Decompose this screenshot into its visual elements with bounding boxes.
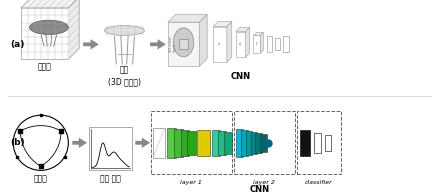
- Bar: [178, 39, 188, 49]
- Text: f1: f1: [255, 42, 258, 46]
- Text: layer 1: layer 1: [180, 180, 202, 185]
- Text: 복셀
(3D 이미지): 복셀 (3D 이미지): [108, 66, 141, 86]
- Ellipse shape: [104, 26, 144, 36]
- Text: layer 2: layer 2: [253, 180, 275, 185]
- Text: c2: c2: [239, 42, 242, 46]
- Polygon shape: [167, 14, 207, 22]
- Bar: [253, 36, 260, 53]
- Polygon shape: [253, 33, 263, 36]
- Polygon shape: [72, 138, 87, 148]
- Bar: [255, 133, 262, 153]
- Bar: [275, 38, 279, 50]
- Bar: [250, 132, 257, 154]
- Text: c1: c1: [218, 42, 221, 46]
- Polygon shape: [83, 39, 99, 49]
- Polygon shape: [135, 138, 150, 148]
- Polygon shape: [150, 39, 166, 49]
- Text: (a): (a): [10, 40, 25, 49]
- Polygon shape: [68, 0, 79, 59]
- Bar: [245, 131, 252, 155]
- Bar: [235, 129, 242, 157]
- Bar: [218, 131, 226, 155]
- Bar: [21, 8, 68, 59]
- Bar: [267, 36, 272, 52]
- Bar: [180, 130, 189, 156]
- Bar: [260, 134, 267, 152]
- Polygon shape: [226, 22, 231, 62]
- Bar: [153, 128, 165, 158]
- Text: classifier: classifier: [304, 180, 332, 185]
- Bar: [235, 31, 245, 57]
- Polygon shape: [235, 28, 249, 31]
- Text: 형상 분포: 형상 분포: [100, 175, 121, 184]
- Bar: [299, 130, 309, 156]
- Bar: [313, 133, 321, 153]
- Bar: [167, 22, 199, 67]
- Bar: [89, 127, 132, 170]
- Polygon shape: [245, 28, 249, 57]
- Bar: [197, 130, 210, 156]
- Bar: [240, 130, 247, 156]
- Polygon shape: [21, 0, 79, 8]
- Bar: [212, 27, 226, 62]
- Text: 샘플링: 샘플링: [34, 175, 48, 184]
- Polygon shape: [260, 33, 263, 53]
- Text: 3D voxel
input: 3D voxel input: [168, 36, 177, 52]
- Text: 복셀화: 복셀화: [38, 62, 52, 71]
- Ellipse shape: [173, 28, 193, 57]
- Bar: [173, 129, 182, 157]
- Text: (b): (b): [10, 138, 25, 147]
- Bar: [283, 36, 288, 52]
- Bar: [223, 132, 231, 154]
- Text: CNN: CNN: [249, 184, 269, 194]
- Bar: [212, 130, 219, 156]
- Polygon shape: [212, 22, 231, 27]
- Bar: [187, 131, 196, 155]
- Bar: [166, 128, 175, 158]
- Polygon shape: [199, 14, 207, 67]
- Bar: [325, 135, 331, 151]
- Text: CNN: CNN: [230, 72, 251, 81]
- Ellipse shape: [29, 20, 68, 35]
